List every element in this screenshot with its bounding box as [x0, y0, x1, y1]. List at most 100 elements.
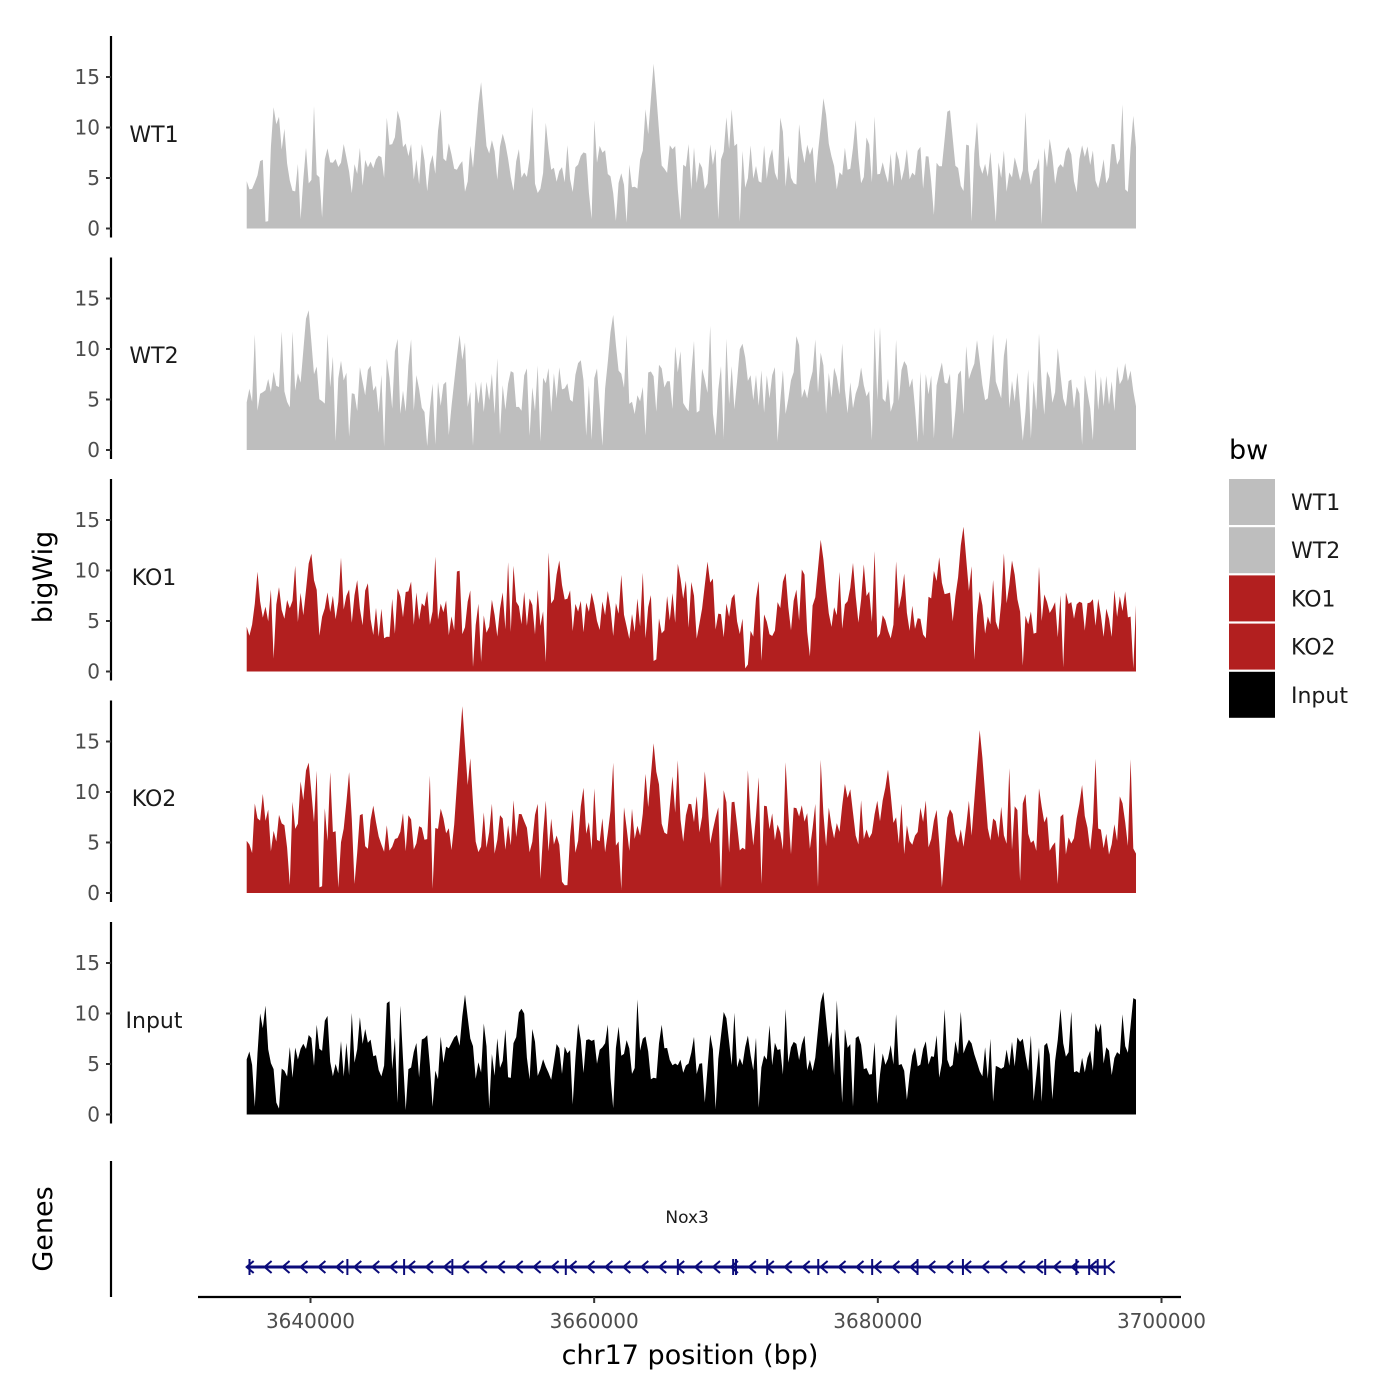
signal-area-ko1 — [246, 526, 1136, 672]
strand-arrow — [316, 1260, 327, 1274]
strand-arrow — [783, 1260, 793, 1274]
track-label-wt2: WT2 — [129, 344, 178, 369]
y-axis-title: bigWig — [28, 531, 59, 624]
y-tick-label: 15 — [75, 65, 100, 89]
strand-arrow — [603, 1260, 614, 1274]
strand-arrow — [801, 1260, 811, 1274]
y-tick-label: 0 — [87, 438, 100, 462]
legend-label-ko1: KO1 — [1291, 587, 1336, 612]
legend-swatch-ko2 — [1229, 623, 1275, 670]
strand-arrow — [711, 1260, 721, 1274]
signal-area-wt2 — [246, 310, 1136, 450]
track-ko2: 0 5 10 15 KO2 — [75, 700, 1136, 905]
gene-name-label: Nox3 — [665, 1208, 708, 1228]
strand-arrow — [406, 1260, 416, 1274]
track-wt2: 0 5 10 15 WT2 — [75, 257, 1136, 462]
strand-arrow — [657, 1260, 667, 1274]
track-ko1: 0 5 10 15 KO1 — [75, 479, 1136, 684]
strand-arrow — [281, 1260, 291, 1274]
legend: bw WT1 WT2 KO1 KO2 Input — [1229, 435, 1348, 718]
y-tick-label: 0 — [87, 1103, 100, 1127]
strand-arrow — [424, 1260, 434, 1274]
strand-arrow — [298, 1260, 309, 1274]
gene-nox3: Nox3 — [245, 1208, 1116, 1275]
strand-arrow — [334, 1260, 345, 1274]
legend-label-wt1: WT1 — [1291, 491, 1340, 516]
strand-arrow — [1106, 1260, 1116, 1274]
track-input: 0 5 10 15 Input — [75, 922, 1136, 1127]
y-tick-label: 10 — [75, 1002, 100, 1026]
x-axis-title: chr17 position (bp) — [562, 1340, 819, 1371]
strand-arrow — [532, 1260, 542, 1274]
y-tick-label: 10 — [75, 116, 100, 140]
strand-arrow — [854, 1260, 865, 1274]
signal-area-input — [246, 992, 1136, 1115]
strand-arrow — [514, 1260, 524, 1274]
strand-arrow — [944, 1260, 954, 1274]
y-tick-label: 10 — [75, 337, 100, 361]
strand-arrow — [980, 1260, 990, 1274]
strand-arrow — [1016, 1260, 1026, 1274]
strand-arrow — [819, 1260, 829, 1274]
strand-arrow — [621, 1260, 631, 1274]
legend-label-wt2: WT2 — [1291, 539, 1340, 564]
track-wt1: 0 5 10 15 WT1 — [75, 36, 1136, 241]
strand-arrow — [837, 1260, 847, 1274]
signal-area-wt1 — [246, 63, 1136, 229]
strand-arrow — [585, 1260, 596, 1274]
x-tick-label: 3640000 — [266, 1309, 355, 1333]
strand-arrow — [998, 1260, 1008, 1274]
strand-arrow — [388, 1260, 398, 1274]
strand-arrow — [478, 1260, 488, 1274]
y-tick-label: 5 — [87, 831, 100, 855]
strand-arrow — [926, 1260, 936, 1274]
strand-arrow — [442, 1260, 452, 1274]
signal-tracks: 0 5 10 15 WT1 0 5 10 15 WT2 0 5 10 15 KO1 0 5 10 15 KO2 0 5 10… — [75, 36, 1136, 1127]
strand-arrow — [567, 1260, 578, 1274]
legend-swatch-wt2 — [1229, 527, 1275, 574]
strand-arrow — [1034, 1260, 1044, 1274]
track-label-wt1: WT1 — [129, 123, 178, 148]
strand-arrow — [1052, 1260, 1062, 1274]
genes-track: Genes Nox3 — [28, 1161, 1116, 1297]
strand-arrow — [908, 1260, 918, 1274]
x-axis: 3640000 3660000 3680000 3700000 — [198, 1295, 1206, 1333]
y-tick-label: 0 — [87, 217, 100, 241]
y-tick-label: 15 — [75, 951, 100, 975]
y-tick-label: 5 — [87, 388, 100, 412]
y-tick-label: 5 — [87, 1052, 100, 1076]
x-tick-label: 3660000 — [550, 1309, 639, 1333]
y-tick-label: 15 — [75, 730, 100, 754]
strand-arrow — [747, 1260, 757, 1274]
strand-arrow — [872, 1260, 883, 1274]
legend-swatch-input — [1229, 671, 1275, 718]
x-tick-label: 3680000 — [833, 1309, 922, 1333]
strand-arrow — [496, 1260, 506, 1274]
strand-arrow — [370, 1260, 380, 1274]
strand-arrow — [352, 1260, 362, 1274]
signal-area-ko2 — [246, 706, 1136, 893]
y-tick-label: 0 — [87, 881, 100, 905]
strand-arrow — [550, 1260, 560, 1274]
strand-arrow — [890, 1260, 901, 1274]
strand-arrow — [693, 1260, 703, 1274]
strand-arrow — [263, 1260, 273, 1274]
track-label-ko1: KO1 — [132, 566, 177, 591]
legend-label-input: Input — [1291, 684, 1348, 709]
y-tick-label: 10 — [75, 780, 100, 804]
strand-arrow — [962, 1260, 972, 1274]
y-tick-label: 5 — [87, 609, 100, 633]
strand-arrow — [639, 1260, 649, 1274]
y-tick-label: 15 — [75, 287, 100, 311]
strand-arrow — [245, 1260, 255, 1274]
legend-label-ko2: KO2 — [1291, 636, 1336, 661]
x-tick-label: 3700000 — [1117, 1309, 1206, 1333]
y-tick-label: 5 — [87, 166, 100, 190]
legend-swatch-wt1 — [1229, 479, 1275, 525]
genes-track-label: Genes — [28, 1186, 59, 1271]
legend-title: bw — [1229, 435, 1268, 466]
y-tick-label: 15 — [75, 508, 100, 532]
strand-arrow — [460, 1260, 470, 1274]
track-label-input: Input — [126, 1009, 183, 1034]
